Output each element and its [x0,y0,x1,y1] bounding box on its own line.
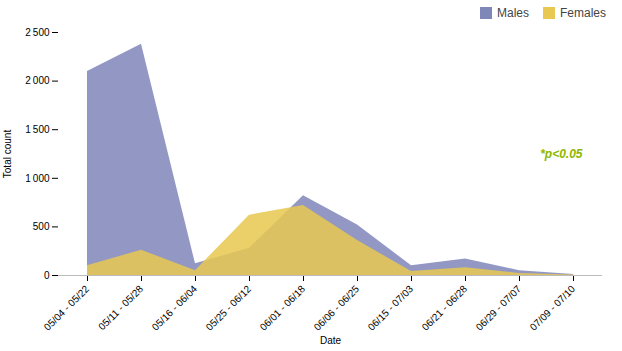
svg-text:*p<0.05: *p<0.05 [540,147,583,161]
svg-text:0: 0 [44,270,50,281]
svg-text:500: 500 [33,221,50,232]
svg-text:2 500: 2 500 [25,27,50,38]
svg-text:1 500: 1 500 [25,124,50,135]
svg-text:Date: Date [320,335,342,346]
svg-text:06/01 - 06/18: 06/01 - 06/18 [258,283,308,333]
svg-text:06/15 - 07/03: 06/15 - 07/03 [366,283,416,333]
svg-text:Total count: Total count [2,130,13,179]
svg-text:1 000: 1 000 [25,173,50,184]
svg-text:06/06 - 06/25: 06/06 - 06/25 [312,283,362,333]
svg-text:05/25 - 06/12: 05/25 - 06/12 [204,283,254,333]
html-text:Males: Males [497,6,529,20]
html-text:Females: Females [560,6,606,20]
svg-text:06/21 - 06/28: 06/21 - 06/28 [420,283,470,333]
svg-text:06/29 - 07/07: 06/29 - 07/07 [474,283,524,333]
svg-text:05/16 - 06/04: 05/16 - 06/04 [150,283,200,333]
svg-text:05/04 - 05/22: 05/04 - 05/22 [42,283,92,333]
svg-text:07/09 - 07/10: 07/09 - 07/10 [528,283,578,333]
svg-text:2 000: 2 000 [25,75,50,86]
svg-text:05/11 - 05/28: 05/11 - 05/28 [96,283,145,332]
